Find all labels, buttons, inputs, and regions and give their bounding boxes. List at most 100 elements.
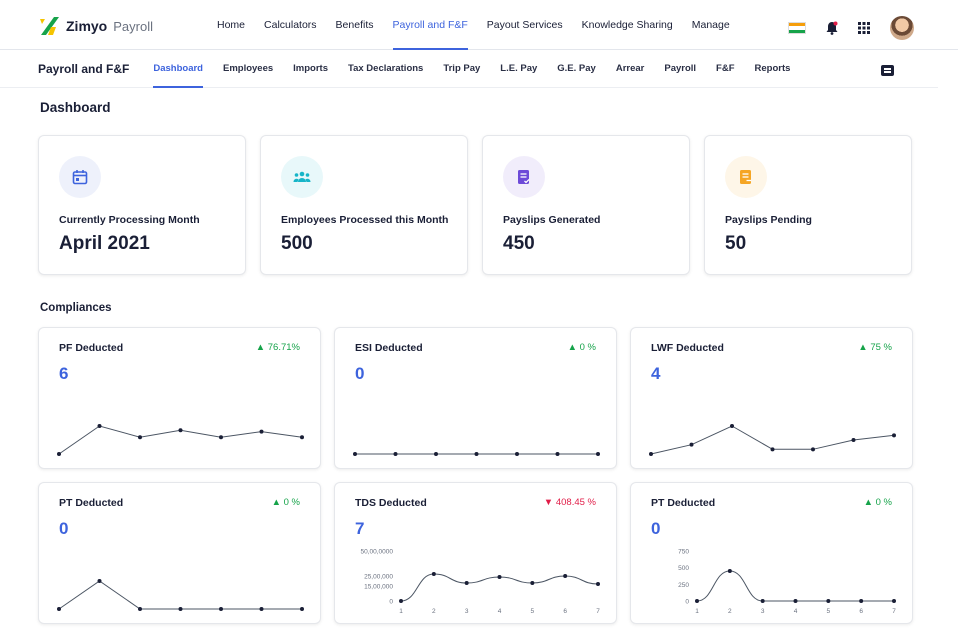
tab-reports[interactable]: Reports xyxy=(754,63,791,74)
data-point xyxy=(353,452,357,456)
top-nav-payroll-and-f-f[interactable]: Payroll and F&F xyxy=(392,0,469,50)
tab-employees[interactable]: Employees xyxy=(222,63,274,74)
data-point xyxy=(793,599,798,603)
top-nav-payout-services[interactable]: Payout Services xyxy=(486,19,563,31)
series-line xyxy=(58,580,302,610)
data-point xyxy=(892,599,896,603)
chart-title: TDS Deducted xyxy=(355,497,427,509)
compliances-title: Compliances xyxy=(40,302,112,314)
chart-delta: ▼ 408.45 % xyxy=(544,497,596,508)
notification-bell-icon[interactable] xyxy=(826,21,838,35)
stat-value: April 2021 xyxy=(59,233,150,254)
chart-title: PT Deducted xyxy=(59,497,124,509)
top-nav-home[interactable]: Home xyxy=(217,19,246,31)
stat-card-payslips-generated: Payslips Generated 450 xyxy=(482,135,690,275)
x-tick-label: 7 xyxy=(892,608,896,615)
x-tick-label: 2 xyxy=(728,608,732,615)
chart-value: 0 xyxy=(651,519,661,538)
sub-nav-items: Dashboard Employees Imports Tax Declaration… xyxy=(153,50,810,88)
data-point xyxy=(770,447,775,452)
data-point xyxy=(563,574,568,578)
x-tick-label: 7 xyxy=(596,608,600,615)
y-tick-label: 15,00,000 xyxy=(364,584,393,591)
data-point xyxy=(596,452,600,456)
data-point xyxy=(97,579,102,583)
tab-trip-pay[interactable]: Trip Pay xyxy=(443,63,481,74)
user-avatar[interactable] xyxy=(890,16,914,40)
tab-payroll[interactable]: Payroll xyxy=(664,63,697,74)
sparkline-chart xyxy=(353,452,600,456)
tab-arrear[interactable]: Arrear xyxy=(615,63,645,74)
data-point xyxy=(399,599,403,603)
chart-delta: ▲ 0 % xyxy=(568,342,596,353)
x-tick-label: 1 xyxy=(399,608,403,615)
logo[interactable]: Zimyo Payroll xyxy=(38,16,153,36)
data-point xyxy=(300,435,304,440)
chart-value: 0 xyxy=(355,364,365,383)
data-point xyxy=(892,433,896,438)
stat-label: Payslips Generated xyxy=(503,214,601,226)
chart-title: PF Deducted xyxy=(59,342,124,354)
series-line xyxy=(696,570,894,602)
chart-title: ESI Deducted xyxy=(355,342,423,354)
sparkline-chart: 750 500 250 01 2 3 4 5 6 7 xyxy=(678,549,896,616)
tab-g-e-pay[interactable]: G.E. Pay xyxy=(557,63,596,74)
top-nav-manage[interactable]: Manage xyxy=(691,19,730,31)
data-point xyxy=(695,599,699,603)
data-point xyxy=(138,435,142,440)
stat-value: 450 xyxy=(503,233,535,254)
y-tick-label: 50,00,0000 xyxy=(360,549,393,556)
chart-delta-value: 0 % xyxy=(579,342,596,353)
data-point xyxy=(57,452,61,456)
data-point xyxy=(555,452,560,456)
x-tick-label: 5 xyxy=(531,608,535,615)
data-point xyxy=(689,442,694,447)
data-point xyxy=(57,607,61,611)
x-tick-label: 3 xyxy=(761,608,765,615)
arrow-up-icon: ▲ xyxy=(863,497,876,508)
chart-delta-value: 76.71% xyxy=(267,342,300,353)
page-title: Dashboard xyxy=(40,100,111,115)
chart-value: 6 xyxy=(59,364,69,383)
chart-delta: ▲ 0 % xyxy=(864,497,892,508)
chat-icon[interactable] xyxy=(881,65,894,76)
document-check-icon xyxy=(503,156,545,198)
x-tick-label: 4 xyxy=(498,608,502,615)
sparkline-chart xyxy=(57,424,304,456)
chart-value: 7 xyxy=(355,519,365,538)
x-tick-label: 1 xyxy=(695,608,699,615)
tab-l-e-pay[interactable]: L.E. Pay xyxy=(500,63,538,74)
stat-label: Currently Processing Month xyxy=(59,214,200,226)
chart-title: LWF Deducted xyxy=(651,342,724,354)
tab-imports[interactable]: Imports xyxy=(293,63,328,74)
tab-tax-declarations[interactable]: Tax Declarations xyxy=(348,63,424,74)
top-icons xyxy=(788,16,914,40)
sub-nav: Payroll and F&F Dashboard Employees Import… xyxy=(0,50,938,88)
zimyo-logo-icon xyxy=(40,17,59,35)
stat-card-payslips-pending: Payslips Pending 50 xyxy=(704,135,912,275)
arrow-up-icon: ▲ xyxy=(271,497,284,508)
top-nav: Home Calculators Benefits Payroll and F&F Pa… xyxy=(217,0,749,50)
data-point xyxy=(259,607,264,611)
x-tick-label: 3 xyxy=(465,608,469,615)
data-point xyxy=(178,607,183,611)
chart-delta: ▲ 75 % xyxy=(858,342,892,353)
stat-card-currently-processing-month: Currently Processing Month April 2021 xyxy=(38,135,246,275)
data-point xyxy=(138,607,142,611)
tab-dashboard[interactable]: Dashboard xyxy=(153,50,203,88)
top-nav-benefits[interactable]: Benefits xyxy=(335,19,374,31)
india-flag-icon[interactable] xyxy=(788,22,806,34)
apps-grid-icon[interactable] xyxy=(858,22,870,34)
y-tick-label: 250 xyxy=(678,582,689,589)
brand-name: Zimyo xyxy=(66,18,108,34)
tab-f-f[interactable]: F&F xyxy=(716,63,735,74)
data-point xyxy=(851,438,856,442)
top-nav-calculators[interactable]: Calculators xyxy=(264,19,317,31)
top-nav-knowledge-sharing[interactable]: Knowledge Sharing xyxy=(581,19,673,31)
data-point xyxy=(530,581,535,585)
x-tick-label: 4 xyxy=(794,608,798,615)
data-point xyxy=(219,435,223,440)
x-tick-label: 5 xyxy=(827,608,831,615)
data-point xyxy=(859,599,864,603)
y-tick-label: 0 xyxy=(685,599,689,606)
